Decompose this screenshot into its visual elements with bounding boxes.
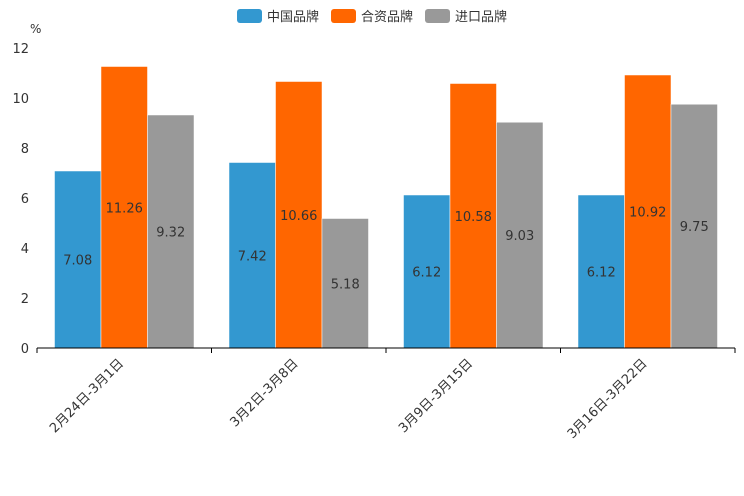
bar — [670, 104, 718, 349]
bar — [275, 81, 323, 349]
legend-item-china-brand[interactable]: 中国品牌 — [236, 6, 319, 25]
legend-item-import-brand[interactable]: 进口品牌 — [425, 6, 507, 25]
y-tick-label: 2 — [21, 292, 29, 307]
bar-value-label: 10.66 — [280, 209, 317, 224]
bar — [321, 218, 369, 349]
x-tick-label: 3月2日-3月8日 — [227, 356, 301, 430]
bar-value-label: 5.18 — [331, 277, 360, 292]
bar — [403, 194, 451, 349]
bar — [100, 66, 148, 349]
legend-label-jv-brand: 合资品牌 — [360, 10, 413, 25]
bar-value-label: 6.12 — [587, 266, 616, 281]
y-tick-label: 4 — [21, 242, 29, 257]
y-tick-label: 10 — [12, 92, 29, 107]
legend-item-jv-brand[interactable]: 合资品牌 — [330, 6, 413, 25]
y-tick-label: 6 — [21, 192, 29, 207]
bar — [449, 83, 497, 349]
x-tick-label: 2月24日-3月1日 — [47, 356, 127, 436]
legend-label-china-brand: 中国品牌 — [266, 10, 319, 25]
bar-value-label: 9.32 — [156, 226, 185, 241]
legend-swatch-china-brand — [236, 8, 262, 23]
bar — [496, 122, 544, 349]
bar-value-label: 9.03 — [505, 229, 534, 244]
x-tick-label: 3月16日-3月22日 — [565, 356, 651, 442]
chart-legend: 中国品牌 合资品牌 进口品牌 — [0, 6, 744, 25]
bar — [228, 162, 276, 349]
y-tick-label: 12 — [12, 42, 29, 57]
bar-value-label: 7.42 — [238, 249, 267, 264]
y-axis-unit: % — [30, 22, 42, 36]
bar-value-label: 10.58 — [455, 210, 492, 225]
legend-label-import-brand: 进口品牌 — [455, 10, 508, 25]
bar-value-label: 9.75 — [680, 220, 709, 235]
x-tick-label: 3月9日-3月15日 — [396, 356, 476, 436]
y-tick-label: 0 — [21, 342, 29, 357]
bar-value-label: 11.26 — [106, 201, 143, 216]
bar-value-label: 10.92 — [629, 206, 666, 221]
legend-swatch-import-brand — [425, 8, 450, 23]
y-tick-label: 8 — [21, 142, 29, 157]
legend-swatch-jv-brand — [330, 8, 356, 23]
bar-value-label: 7.08 — [63, 254, 92, 269]
bar — [577, 194, 625, 349]
bar — [147, 114, 195, 349]
bar-value-label: 6.12 — [412, 266, 441, 281]
